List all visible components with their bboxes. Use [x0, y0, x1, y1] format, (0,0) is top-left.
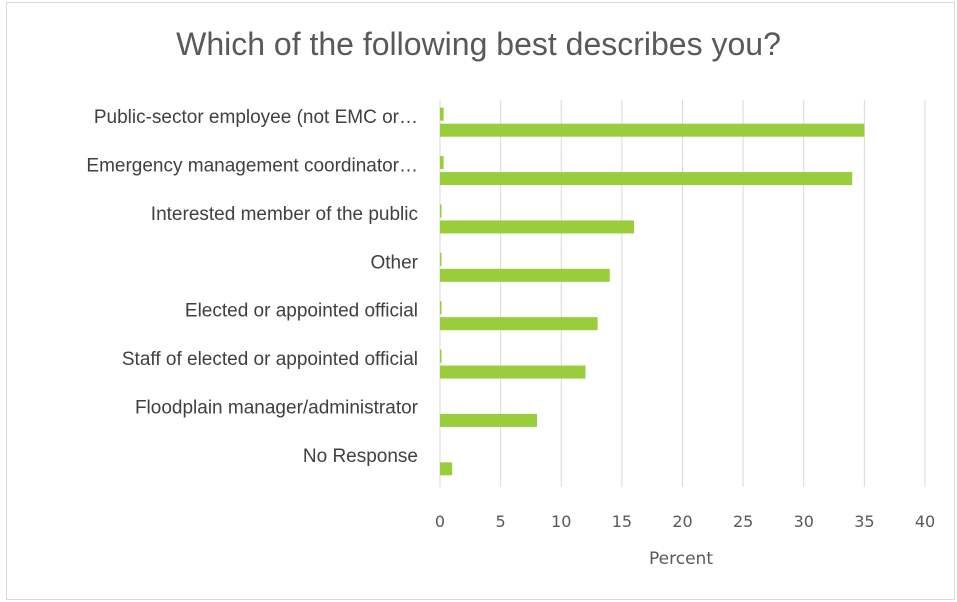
- category-label: Floodplain manager/administrator: [135, 397, 419, 418]
- x-tick-label: 40: [915, 512, 935, 531]
- x-tick-label: 15: [612, 512, 632, 531]
- bar-secondary: [440, 107, 444, 121]
- bar: [440, 172, 853, 186]
- bar: [440, 462, 453, 476]
- bar: [440, 268, 610, 282]
- chart-title: Which of the following best describes yo…: [176, 26, 781, 62]
- x-axis-title: Percent: [649, 549, 713, 569]
- bar-secondary: [440, 301, 442, 315]
- x-tick-label: 5: [496, 512, 506, 531]
- category-label: Staff of elected or appointed official: [122, 349, 418, 370]
- x-tick-labels: 0 5 10 15 20 25 30 35 40: [435, 512, 935, 531]
- x-tick-label: 30: [794, 512, 814, 531]
- chart-frame: [6, 2, 955, 600]
- x-tick-label: 35: [854, 512, 874, 531]
- bar: [440, 220, 634, 234]
- x-tick-label: 25: [733, 512, 753, 531]
- category-labels: Public-sector employee (not EMC or… Emerg…: [86, 107, 418, 467]
- bar: [440, 123, 865, 137]
- category-label: Public-sector employee (not EMC or…: [94, 107, 418, 128]
- category-label: Elected or appointed official: [185, 301, 418, 322]
- bar-secondary: [440, 252, 442, 266]
- bar-secondary: [440, 349, 442, 363]
- bars: [440, 107, 865, 476]
- category-label: Emergency management coordinator…: [86, 156, 418, 177]
- bar: [440, 365, 586, 379]
- category-label: No Response: [303, 446, 418, 467]
- bar-secondary: [440, 204, 442, 218]
- x-tick-label: 20: [672, 512, 692, 531]
- category-label: Interested member of the public: [151, 204, 418, 225]
- category-label: Other: [370, 252, 418, 273]
- x-tick-label: 10: [551, 512, 571, 531]
- gridlines: [439, 100, 926, 487]
- x-tick-label: 0: [435, 512, 445, 531]
- bar: [440, 317, 598, 331]
- bar: [440, 413, 537, 427]
- bar-secondary: [440, 156, 444, 170]
